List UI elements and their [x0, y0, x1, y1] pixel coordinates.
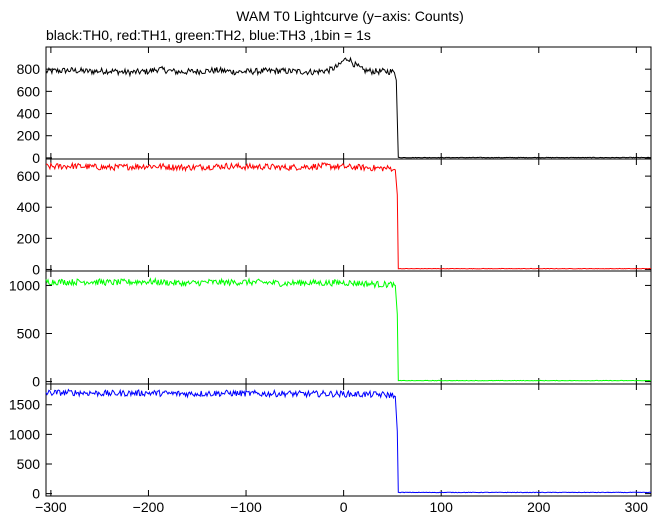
- y-tick-label: 0: [32, 150, 40, 166]
- chart-subtitle: black:TH0, red:TH1, green:TH2, blue:TH3 …: [46, 27, 371, 43]
- y-tick-label: 500: [17, 456, 41, 472]
- x-tick-label: 200: [527, 499, 551, 515]
- y-tick-label: 200: [17, 128, 41, 144]
- x-tick-label: −300: [35, 499, 67, 515]
- y-tick-label: 200: [17, 230, 41, 246]
- y-tick-label: 400: [17, 106, 41, 122]
- y-tick-label: 1500: [9, 397, 40, 413]
- y-tick-label: 400: [17, 199, 41, 215]
- y-tick-label: 500: [17, 326, 41, 342]
- series-line-th2: [45, 276, 652, 382]
- panel-frame-th0: [45, 46, 652, 160]
- series-line-th1: [45, 161, 651, 270]
- chart-title: WAM T0 Lightcurve (y−axis: Counts): [236, 8, 464, 24]
- x-tick-label: 100: [430, 499, 454, 515]
- panel-frame-th3: [45, 383, 652, 497]
- panel-frame-th1: [45, 158, 652, 272]
- x-tick-label: −200: [133, 499, 165, 515]
- y-tick-label: 0: [32, 261, 40, 277]
- y-tick-label: 600: [17, 168, 41, 184]
- panel-frame-th2: [45, 270, 652, 385]
- y-tick-label: 800: [17, 61, 41, 77]
- x-tick-label: 300: [625, 499, 649, 515]
- y-tick-label: 1000: [9, 277, 40, 293]
- y-tick-label: 0: [32, 374, 40, 390]
- y-tick-label: 0: [32, 486, 40, 502]
- series-line-th3: [45, 388, 652, 494]
- x-tick-label: −100: [230, 499, 262, 515]
- y-tick-label: 1000: [9, 426, 40, 442]
- series-line-th0: [45, 56, 651, 159]
- x-tick-label: 0: [340, 499, 348, 515]
- y-tick-label: 600: [17, 83, 41, 99]
